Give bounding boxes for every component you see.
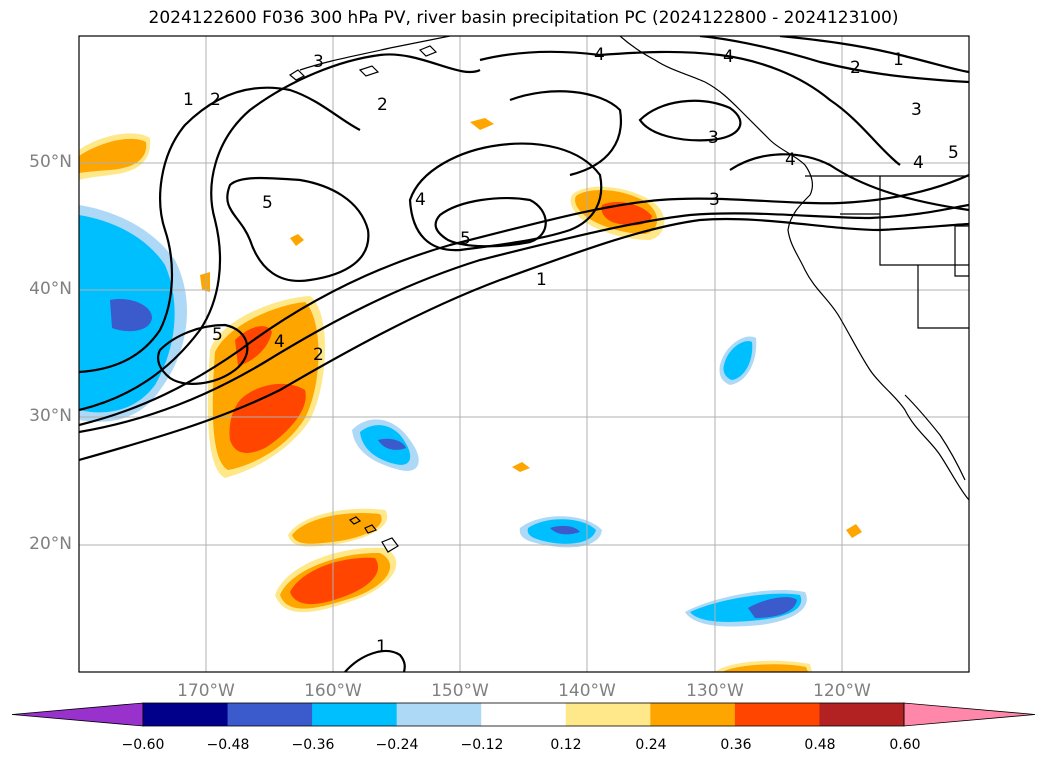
map-panel: 1 1 1 1 2 2 2 2 3 3 3 3 4 4 4 4 4 4 5 5 … <box>78 35 970 673</box>
colorbar-tick-label: 0.24 <box>635 737 667 753</box>
colorbar-tick-label: −0.60 <box>121 737 165 753</box>
north-america-coast <box>619 36 969 501</box>
pv-contour-4c <box>479 50 901 166</box>
map-frame <box>78 35 970 673</box>
colorbar-cell <box>734 703 820 726</box>
colorbar-frame <box>142 702 905 727</box>
colorbar <box>11 702 1036 727</box>
contour-label: 3 <box>313 52 324 72</box>
lat-label: 20°N <box>29 534 72 554</box>
lat-label: 50°N <box>29 152 72 172</box>
pv-contour-4d <box>729 153 969 212</box>
contour-label: 2 <box>850 58 861 78</box>
lat-label: 30°N <box>29 406 72 426</box>
coastlines <box>288 36 969 553</box>
precip-negative-shading <box>79 205 807 627</box>
pv-contour-1c <box>344 650 406 672</box>
colorbar-tick-label: 0.48 <box>804 737 836 753</box>
contour-label: 3 <box>708 128 719 148</box>
colorbar-tick-label: 0.12 <box>550 737 582 753</box>
lat-label: 40°N <box>29 279 72 299</box>
aleutians <box>288 45 438 81</box>
colorbar-cell <box>312 703 398 726</box>
lon-label: 120°W <box>813 681 871 701</box>
pv-contour-5a <box>79 86 361 374</box>
contour-label: 4 <box>723 47 734 67</box>
colorbar-cell <box>650 703 736 726</box>
contour-label: 4 <box>415 190 426 210</box>
colorbar-tick-label: 0.60 <box>889 737 921 753</box>
colorbar-cell <box>481 703 567 726</box>
contour-label: 2 <box>210 90 221 110</box>
colorbar-tick-label: −0.12 <box>460 737 504 753</box>
lon-label: 130°W <box>686 681 744 701</box>
contour-label: 1 <box>893 50 904 70</box>
pv-contour-3c <box>638 99 742 142</box>
contour-label: 4 <box>274 332 285 352</box>
colorbar-tick-label: 0.36 <box>720 737 752 753</box>
contour-label: 5 <box>212 325 223 345</box>
pv-contour-5d <box>156 323 249 385</box>
colorbar-tick-label: −0.36 <box>291 737 335 753</box>
pv-contour-4 <box>79 53 481 412</box>
contour-label: 3 <box>911 100 922 120</box>
contour-label: 2 <box>313 345 324 365</box>
colorbar-extend-high <box>903 702 1036 727</box>
pv-contours <box>79 36 969 672</box>
colorbar-tick-label: −0.24 <box>375 737 419 753</box>
pv-contour-3b <box>509 90 622 177</box>
contour-label: 5 <box>460 229 471 249</box>
pv-contour-1b <box>779 36 969 74</box>
precip-positive-shading <box>79 118 862 672</box>
lon-label: 150°W <box>431 681 489 701</box>
contour-labels: 1 1 1 1 2 2 2 2 3 3 3 3 4 4 4 4 4 4 5 5 … <box>183 45 959 657</box>
pv-contour-5c <box>434 197 547 248</box>
hawaii-islands <box>348 516 399 553</box>
colorbar-extend-low <box>11 702 144 727</box>
contour-label: 3 <box>709 190 720 210</box>
contour-label: 5 <box>948 143 959 163</box>
pv-contour-2b <box>699 36 969 84</box>
lon-label: 160°W <box>304 681 362 701</box>
lon-label: 170°W <box>177 681 235 701</box>
contour-label: 2 <box>377 95 388 115</box>
colorbar-cell <box>819 703 905 726</box>
contour-label: 1 <box>376 637 387 657</box>
pv-contour-2 <box>79 203 969 434</box>
contour-label: 5 <box>262 193 273 213</box>
graticule <box>79 36 969 672</box>
colorbar-cell <box>227 703 313 726</box>
contour-label: 1 <box>183 90 194 110</box>
lon-label: 140°W <box>558 681 616 701</box>
colorbar-tick-label: −0.48 <box>206 737 250 753</box>
pv-contour-3 <box>79 173 969 427</box>
baja-coast <box>904 394 966 481</box>
alaska-coast <box>299 36 451 71</box>
contour-label: 4 <box>913 153 924 173</box>
pv-contour-5b <box>226 176 370 283</box>
colorbar-cell <box>396 703 482 726</box>
pv-contour-1 <box>79 217 969 462</box>
contour-label: 1 <box>536 270 547 290</box>
us-state-borders <box>840 176 969 329</box>
colorbar-cell <box>143 703 229 726</box>
contour-label: 4 <box>785 150 796 170</box>
map-title: 2024122600 F036 300 hPa PV, river basin … <box>148 8 899 28</box>
pv-contour-4b <box>408 142 603 252</box>
contour-label: 4 <box>594 45 605 65</box>
colorbar-cell <box>565 703 651 726</box>
